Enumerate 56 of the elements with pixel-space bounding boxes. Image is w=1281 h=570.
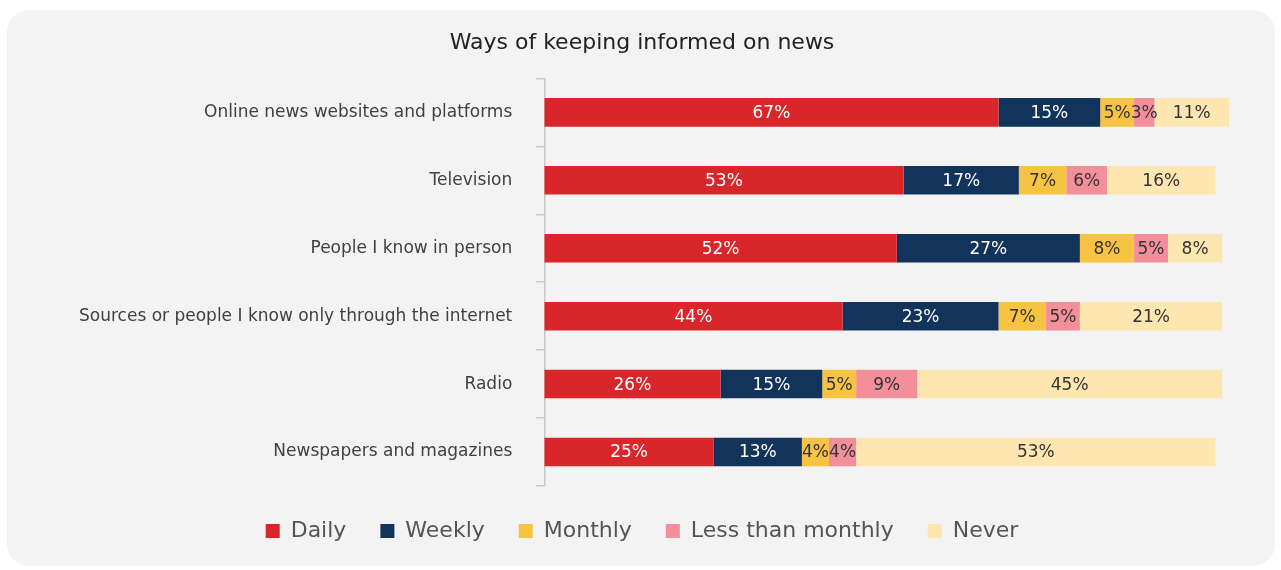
- data-label: 13%: [738, 441, 777, 462]
- y-tick-label: People I know in person: [310, 236, 513, 257]
- data-label: 25%: [610, 441, 648, 462]
- legend-label: Weekly: [405, 516, 485, 542]
- data-label: 4%: [829, 441, 857, 462]
- data-label: 67%: [752, 101, 791, 122]
- data-label: 5%: [825, 373, 853, 394]
- y-tick-label: Radio: [464, 372, 513, 393]
- y-tick-label: Sources or people I know only through the internet: [79, 304, 513, 325]
- y-tick-label: Newspapers and magazines: [273, 440, 513, 461]
- data-label: 52%: [701, 237, 740, 258]
- data-label: 21%: [1132, 305, 1170, 326]
- data-label: 16%: [1142, 169, 1181, 190]
- bar: [903, 166, 1019, 195]
- data-label: 8%: [1181, 237, 1209, 258]
- data-label: 6%: [1073, 169, 1101, 190]
- data-label: 8%: [1093, 237, 1121, 258]
- data-label: 15%: [1030, 101, 1069, 122]
- legend-label: Never: [952, 516, 1020, 542]
- y-tick-label: Online news websites and platforms: [204, 100, 513, 121]
- bar: [544, 98, 999, 127]
- bar: [842, 301, 999, 331]
- data-label: 4%: [801, 441, 829, 462]
- data-label: 7%: [1029, 169, 1057, 190]
- y-tick-label: Television: [428, 168, 513, 189]
- data-label: 27%: [969, 237, 1008, 258]
- data-label: 53%: [705, 169, 743, 190]
- data-label: 15%: [752, 373, 791, 394]
- data-label: 5%: [1103, 101, 1131, 122]
- bar: [998, 98, 1101, 127]
- bar: [544, 166, 904, 195]
- data-label: 17%: [942, 169, 981, 190]
- data-label: 44%: [674, 305, 713, 326]
- data-label: 5%: [1137, 237, 1165, 258]
- data-label: 53%: [1016, 441, 1055, 462]
- bar: [1106, 166, 1216, 195]
- bar: [856, 437, 1216, 467]
- legend-label: Monthly: [543, 516, 632, 542]
- bar: [917, 369, 1223, 399]
- data-label: 11%: [1172, 101, 1211, 122]
- bar: [896, 233, 1080, 263]
- data-label: 45%: [1050, 373, 1089, 394]
- bar: [544, 437, 714, 467]
- bar: [1079, 301, 1223, 331]
- data-label: 9%: [873, 373, 901, 394]
- data-label: 7%: [1008, 305, 1036, 326]
- data-label: 23%: [901, 305, 940, 326]
- bar: [544, 301, 843, 331]
- legend-label: Less than monthly: [690, 516, 894, 542]
- legend-label: Daily: [290, 516, 347, 542]
- data-label: 5%: [1049, 305, 1077, 326]
- data-label: 26%: [613, 373, 652, 394]
- data-label: 3%: [1130, 101, 1158, 122]
- bar: [544, 233, 897, 263]
- bar: [544, 369, 721, 399]
- chart-title: Ways of keeping informed on news: [449, 28, 835, 54]
